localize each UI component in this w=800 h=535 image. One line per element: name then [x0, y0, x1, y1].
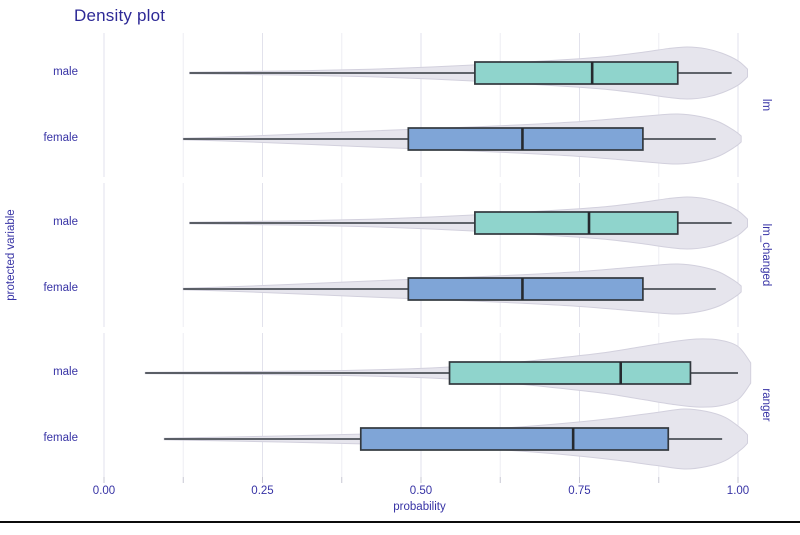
box-lm-female — [407, 127, 644, 151]
x-tick-label-0.75: 0.75 — [568, 485, 591, 497]
panel-ranger — [103, 333, 752, 477]
x-axis-title: probability — [393, 501, 446, 513]
window-bottom-border — [0, 521, 800, 523]
x-tick-label-0.25: 0.25 — [251, 485, 274, 497]
x-tick-label-0.00: 0.00 — [92, 485, 116, 497]
x-tick-label-1.00: 1.00 — [726, 485, 750, 497]
facet-label-lm_changed: lm_changed — [760, 223, 772, 287]
facet-label-lm: lm — [760, 98, 772, 112]
box-ranger-female — [359, 427, 670, 451]
y-tick-label-lm_changed-female: female — [43, 282, 78, 294]
box-ranger-male — [448, 361, 692, 385]
box-lm-male — [474, 61, 679, 85]
x-tick-label-0.50: 0.50 — [409, 485, 433, 497]
box-lm_changed-male — [474, 211, 679, 235]
y-tick-label-lm-male: male — [53, 66, 78, 78]
chart-title: Density plot — [74, 6, 166, 25]
facet-label-ranger: ranger — [760, 388, 772, 422]
panel-lm — [103, 33, 749, 177]
box-lm_changed-female — [407, 277, 644, 301]
y-tick-label-ranger-male: male — [53, 366, 78, 378]
y-tick-label-lm-female: female — [43, 132, 78, 144]
panel-lm_changed — [103, 183, 749, 327]
y-tick-label-ranger-female: female — [43, 432, 78, 444]
y-tick-label-lm_changed-male: male — [53, 216, 78, 228]
